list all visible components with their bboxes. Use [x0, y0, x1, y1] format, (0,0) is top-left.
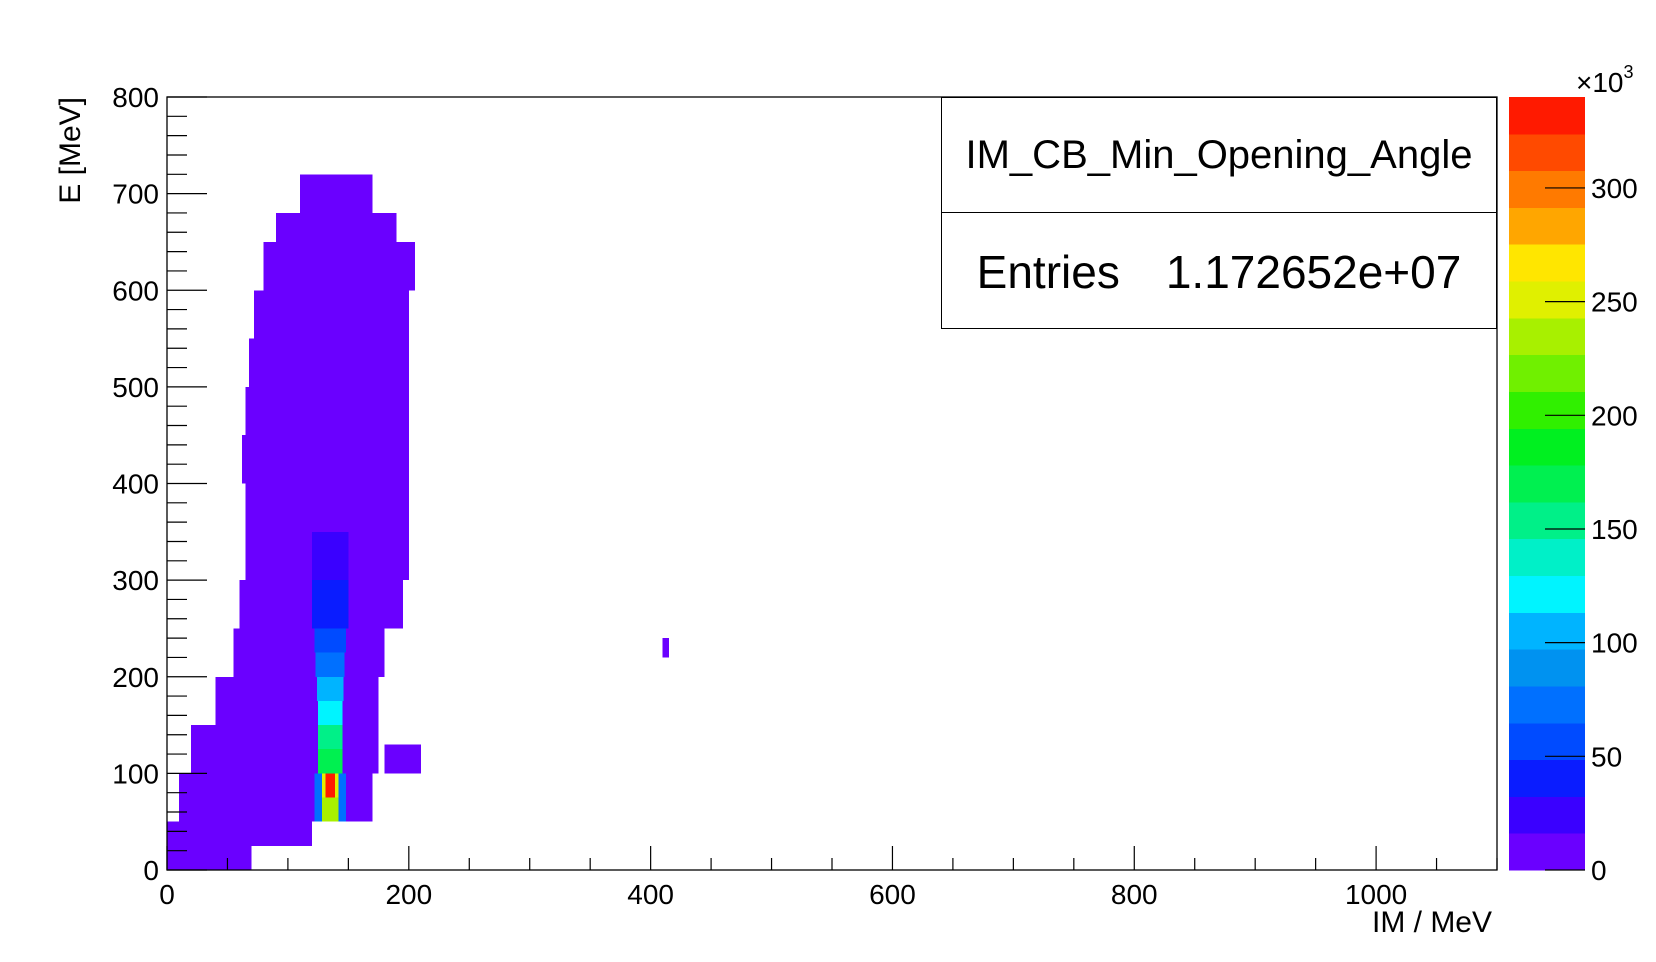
- colorbar-segment: [1509, 170, 1585, 208]
- y-tick-label: 100: [112, 758, 159, 789]
- y-tick-label: 800: [112, 82, 159, 113]
- heatmap-cell-1: [312, 580, 349, 629]
- colorbar-tick-label: 0: [1591, 855, 1607, 886]
- colorbar-segment: [1509, 575, 1585, 613]
- color-scale-bar: 0 50 100 150 200 250 300: [1509, 97, 1638, 886]
- heatmap-band-6: [233, 628, 385, 677]
- colorbar-segment: [1509, 391, 1585, 429]
- colorbar-segment: [1509, 722, 1585, 761]
- y-tick-label: 500: [112, 372, 159, 403]
- heatmap-band-17: [662, 638, 669, 658]
- colorbar-tick-label: 250: [1591, 287, 1638, 318]
- x-tick-label: 0: [159, 879, 175, 910]
- colorbar-segment: [1509, 612, 1585, 650]
- stats-title: IM_CB_Min_Opening_Angle: [942, 98, 1496, 213]
- colorbar-segment: [1509, 317, 1585, 356]
- y-tick-label: 300: [112, 565, 159, 596]
- colorbar-segment: [1509, 685, 1585, 724]
- heatmap-band-9: [245, 483, 409, 532]
- colorbar-tick-label: 200: [1591, 400, 1638, 431]
- heatmap-cell-4: [316, 676, 344, 701]
- y-tick-label: 0: [143, 855, 159, 886]
- y-tick-label: 600: [112, 275, 159, 306]
- heatmap-band-10: [241, 435, 409, 484]
- colorbar-tick-label: 300: [1591, 173, 1638, 204]
- colorbar-segment: [1509, 428, 1585, 466]
- y-axis-label: E [MeV]: [54, 97, 87, 204]
- stats-entries-row: Entries 1.172652e+07: [942, 213, 1496, 330]
- x-tick-label: 400: [627, 879, 674, 910]
- heatmap-band-3: [191, 725, 379, 774]
- x-axis: 0 200 400 600 800 1000: [159, 846, 1498, 910]
- stats-box: IM_CB_Min_Opening_Angle Entries 1.172652…: [941, 97, 1497, 329]
- colorbar-tick-label: 50: [1591, 741, 1622, 772]
- y-tick-label: 400: [112, 469, 159, 500]
- heatmap-band-5: [215, 676, 379, 726]
- heatmap-cell-3: [315, 652, 345, 677]
- entries-label: Entries: [976, 245, 1120, 298]
- y-axis: 0 100 200 300 400 500 600 700 800: [112, 82, 207, 886]
- colorbar-segment: [1509, 465, 1585, 503]
- heatmap-cell-7: [318, 749, 343, 774]
- heatmap-cell-6: [318, 725, 343, 750]
- colorbar-segment: [1509, 649, 1585, 687]
- heatmap-cell-2: [314, 628, 346, 653]
- y-tick-label: 700: [112, 179, 159, 210]
- colorbar-multiplier: ×103: [1576, 62, 1634, 98]
- colorbar-segment: [1509, 97, 1585, 135]
- heatmap-cell-12: [338, 773, 346, 822]
- heatmap-band-1: [167, 821, 313, 846]
- x-tick-label: 800: [1111, 879, 1158, 910]
- entries-value: 1.172652e+07: [1165, 245, 1462, 298]
- colorbar-tick-label: 150: [1591, 514, 1638, 545]
- heatmap-band-16: [300, 174, 373, 213]
- colorbar-segment: [1509, 759, 1585, 797]
- heatmap-cell-10: [318, 797, 343, 822]
- colorbar-segment: [1509, 133, 1585, 172]
- heatmap-band-12: [249, 338, 409, 387]
- x-tick-label: 1000: [1345, 879, 1407, 910]
- colorbar-segment: [1509, 354, 1585, 392]
- heatmap-cell-5: [318, 700, 343, 726]
- x-tick-label: 600: [869, 879, 916, 910]
- heatmap-cell-9: [325, 773, 336, 798]
- heatmap-band-15: [275, 212, 397, 242]
- heatmap-cells: [167, 174, 669, 870]
- heatmap-band-4: [384, 744, 421, 774]
- heatmap-band-13: [254, 290, 409, 339]
- colorbar-tick-label: 100: [1591, 628, 1638, 659]
- x-tick-label: 200: [385, 879, 432, 910]
- colorbar-segment: [1509, 244, 1585, 282]
- colorbar-segment: [1509, 281, 1585, 319]
- heatmap-band-14: [263, 241, 415, 291]
- colorbar-segment: [1509, 796, 1585, 834]
- x-axis-label: IM / MeV: [1372, 906, 1492, 939]
- colorbar-segment: [1509, 538, 1585, 577]
- heatmap-band-11: [245, 386, 409, 436]
- colorbar-segment: [1509, 501, 1585, 540]
- colorbar-segment: [1509, 207, 1585, 245]
- heatmap-cell-11: [314, 773, 322, 822]
- heatmap-band-0: [167, 845, 252, 870]
- colorbar-segment: [1509, 833, 1585, 871]
- heatmap-cell-0: [312, 531, 349, 581]
- y-tick-label: 200: [112, 662, 159, 693]
